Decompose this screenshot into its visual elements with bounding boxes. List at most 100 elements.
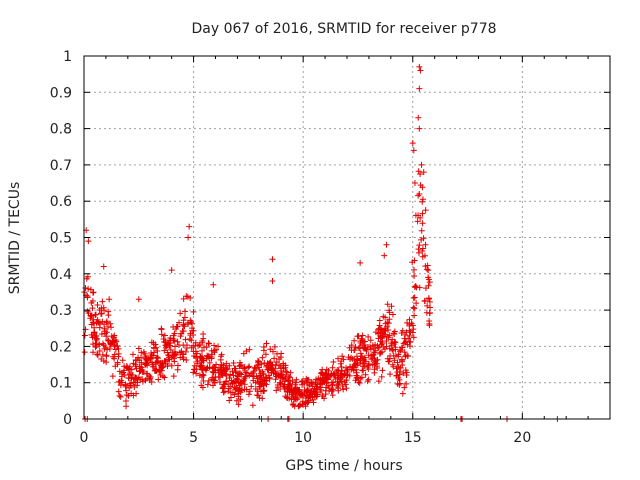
data-point bbox=[419, 210, 426, 217]
data-point bbox=[383, 337, 390, 344]
data-point bbox=[159, 373, 166, 380]
data-point bbox=[188, 337, 195, 344]
data-point bbox=[81, 349, 88, 356]
data-point bbox=[353, 372, 360, 379]
data-point bbox=[246, 372, 253, 379]
data-point bbox=[389, 336, 396, 343]
data-point bbox=[375, 378, 382, 385]
data-point bbox=[383, 241, 390, 248]
data-point bbox=[355, 379, 362, 386]
data-point bbox=[222, 370, 229, 377]
data-point bbox=[200, 330, 207, 337]
data-point bbox=[172, 343, 179, 350]
data-point bbox=[150, 361, 156, 368]
data-point bbox=[178, 348, 185, 355]
data-point bbox=[392, 339, 399, 346]
data-point bbox=[182, 308, 189, 315]
data-point bbox=[421, 252, 428, 259]
data-point bbox=[329, 392, 336, 399]
data-point bbox=[262, 351, 269, 358]
data-point bbox=[119, 357, 126, 364]
data-point bbox=[414, 218, 421, 225]
data-point bbox=[85, 285, 92, 292]
data-point bbox=[392, 352, 399, 359]
data-point bbox=[364, 378, 371, 385]
data-point bbox=[362, 371, 369, 378]
data-point bbox=[260, 388, 267, 395]
data-point bbox=[259, 354, 266, 361]
data-point bbox=[258, 381, 265, 388]
data-point bbox=[139, 376, 146, 383]
data-point bbox=[245, 364, 252, 371]
data-point bbox=[94, 351, 101, 358]
data-point bbox=[273, 359, 280, 366]
data-point bbox=[339, 383, 346, 390]
data-point bbox=[91, 324, 98, 331]
data-point bbox=[348, 354, 355, 361]
data-point bbox=[210, 281, 217, 288]
data-point bbox=[292, 392, 299, 399]
data-point bbox=[379, 339, 386, 346]
data-point bbox=[259, 376, 266, 383]
data-point bbox=[93, 342, 100, 349]
data-point bbox=[102, 344, 109, 351]
data-point bbox=[229, 389, 236, 396]
data-point bbox=[204, 381, 211, 388]
data-point bbox=[281, 384, 288, 391]
data-point bbox=[112, 363, 119, 370]
data-point bbox=[125, 365, 132, 372]
data-point bbox=[202, 365, 209, 372]
data-point bbox=[292, 384, 299, 391]
y-tick-label: 0.3 bbox=[50, 303, 72, 319]
data-point bbox=[356, 379, 363, 386]
data-point bbox=[205, 377, 212, 384]
data-point bbox=[376, 322, 383, 329]
data-point bbox=[386, 345, 393, 352]
data-point bbox=[84, 308, 91, 315]
data-point bbox=[224, 365, 231, 372]
data-point bbox=[411, 305, 418, 312]
data-point bbox=[335, 355, 342, 362]
data-point bbox=[249, 402, 256, 409]
data-point bbox=[92, 311, 99, 318]
data-point bbox=[168, 362, 175, 369]
data-point bbox=[243, 348, 250, 355]
data-point bbox=[427, 304, 434, 311]
data-point bbox=[374, 360, 381, 367]
data-point bbox=[335, 385, 342, 392]
data-point bbox=[104, 346, 111, 353]
data-point bbox=[271, 355, 278, 362]
data-point bbox=[299, 381, 306, 388]
data-point bbox=[217, 365, 224, 372]
data-point bbox=[410, 294, 417, 301]
data-point bbox=[246, 346, 253, 353]
data-point bbox=[106, 296, 113, 303]
y-tick-label: 0.5 bbox=[50, 231, 72, 247]
data-point bbox=[91, 330, 98, 337]
data-point bbox=[82, 326, 89, 333]
data-point bbox=[146, 376, 153, 383]
data-point bbox=[161, 332, 168, 339]
data-point bbox=[89, 297, 96, 304]
data-point bbox=[134, 379, 141, 386]
data-point bbox=[410, 266, 417, 273]
data-point bbox=[403, 380, 410, 387]
data-point bbox=[416, 190, 423, 197]
data-point bbox=[422, 285, 429, 292]
data-point bbox=[269, 278, 276, 285]
y-tick-label: 0.6 bbox=[50, 194, 72, 210]
data-point bbox=[158, 326, 165, 333]
data-point bbox=[160, 336, 167, 343]
data-point bbox=[396, 368, 403, 375]
data-point bbox=[389, 311, 396, 318]
data-point bbox=[255, 392, 262, 399]
data-point bbox=[225, 381, 232, 388]
data-point bbox=[379, 367, 386, 374]
data-point bbox=[144, 370, 151, 377]
data-point bbox=[271, 343, 278, 350]
data-point bbox=[309, 396, 316, 403]
data-point bbox=[185, 234, 192, 241]
data-point bbox=[357, 350, 364, 357]
data-point bbox=[394, 380, 401, 387]
data-point bbox=[323, 384, 330, 391]
